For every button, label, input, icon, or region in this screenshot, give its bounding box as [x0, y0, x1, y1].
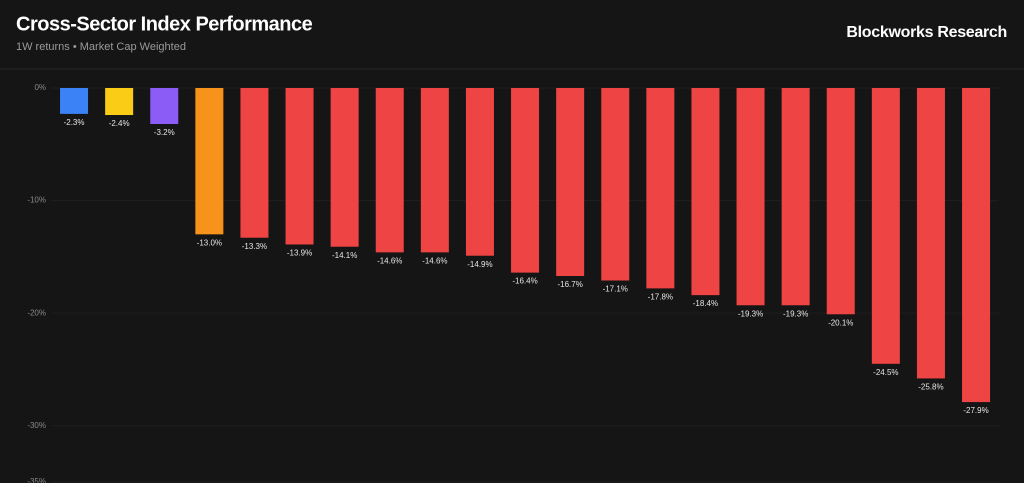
- bar: [285, 88, 314, 245]
- value-label: -13.9%: [287, 249, 312, 258]
- bar: [150, 88, 179, 125]
- chart-subtitle: 1W returns • Market Cap Weighted: [16, 41, 186, 53]
- bar: [646, 88, 675, 289]
- bar: [736, 88, 765, 306]
- value-label: -14.1%: [332, 251, 357, 260]
- bar: [781, 88, 810, 306]
- value-label: -14.6%: [377, 256, 402, 265]
- value-label: -3.2%: [154, 128, 175, 137]
- bar: [871, 88, 900, 364]
- value-label: -17.1%: [603, 285, 628, 294]
- bar: [375, 88, 404, 253]
- bar: [420, 88, 449, 253]
- bar: [105, 88, 134, 116]
- bar: [240, 88, 269, 238]
- y-tick-label: -20%: [27, 308, 46, 317]
- bar: [916, 88, 945, 379]
- value-label: -2.3%: [64, 118, 85, 127]
- value-label: -16.7%: [557, 280, 582, 289]
- y-tick-label: 0%: [34, 83, 46, 92]
- y-tick-label: -30%: [27, 421, 46, 430]
- value-label: -20.1%: [828, 318, 853, 327]
- bar: [465, 88, 494, 256]
- value-label: -13.3%: [242, 242, 267, 251]
- bar: [556, 88, 585, 276]
- value-label: -25.8%: [918, 383, 943, 392]
- bar: [826, 88, 855, 315]
- value-label: -19.3%: [783, 309, 808, 318]
- value-label: -14.9%: [467, 260, 492, 269]
- value-label: -17.8%: [648, 292, 673, 301]
- value-label: -18.4%: [693, 299, 718, 308]
- bar: [195, 88, 224, 235]
- chart-title: Cross-Sector Index Performance: [16, 13, 313, 35]
- y-tick-label: -10%: [27, 196, 46, 205]
- value-label: -2.4%: [109, 119, 130, 128]
- y-tick-label: -35%: [27, 477, 46, 483]
- value-label: -27.9%: [963, 406, 988, 415]
- value-label: -16.4%: [512, 277, 537, 286]
- bar: [511, 88, 540, 273]
- value-label: -24.5%: [873, 368, 898, 377]
- brand: Blockworks Research: [846, 24, 1007, 41]
- bar: [60, 88, 89, 114]
- value-label: -14.6%: [422, 256, 447, 265]
- value-label: -19.3%: [738, 309, 763, 318]
- bar: [330, 88, 359, 247]
- value-label: -13.0%: [197, 238, 222, 247]
- bar: [601, 88, 630, 281]
- bar: [962, 88, 991, 403]
- bar: [691, 88, 720, 296]
